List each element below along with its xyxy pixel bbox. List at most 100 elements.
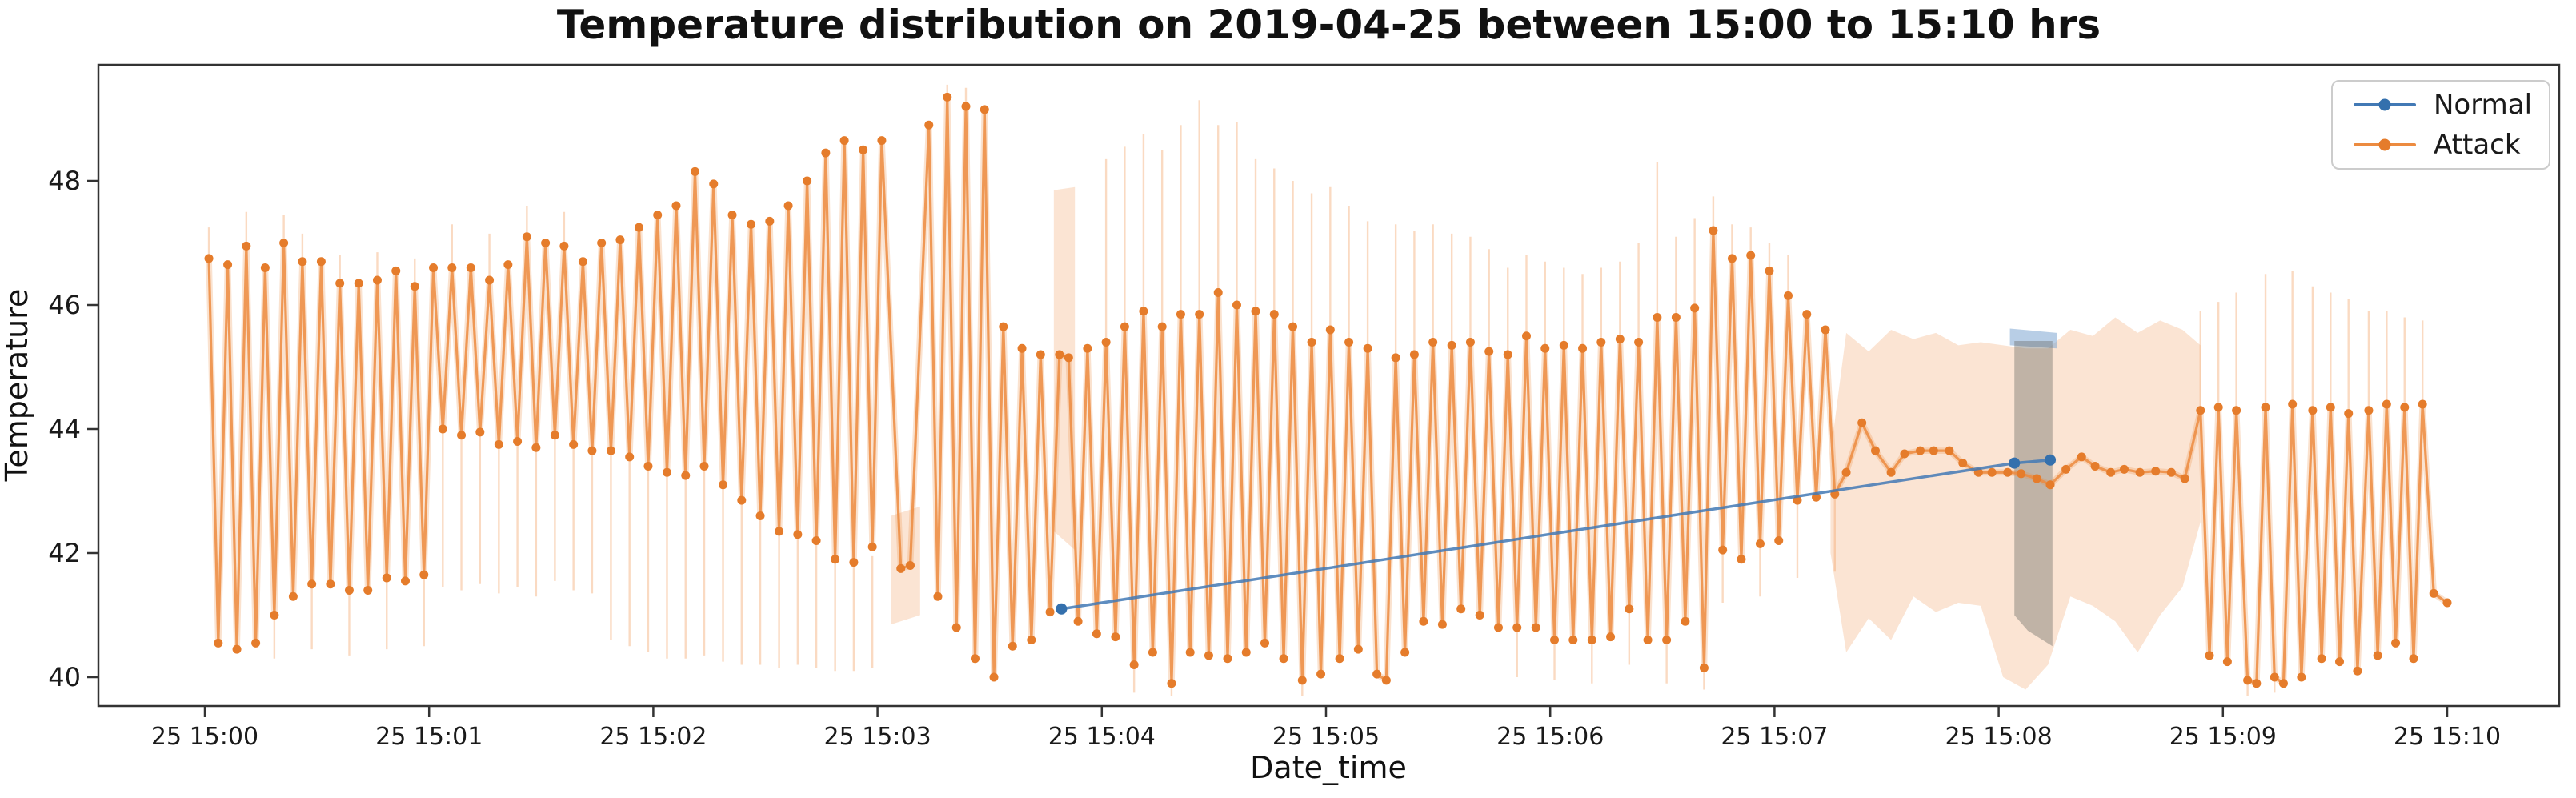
x-tick-label-2: 25 15:02 [599,723,707,751]
attack-point-176 [1886,467,1896,477]
legend-label-normal: Normal [2434,89,2533,121]
attack-point-7 [270,611,279,620]
attack-point-151 [1634,338,1644,347]
attack-point-90 [1064,353,1073,363]
attack-point-147 [1596,338,1606,347]
attack-dot-icon [2378,138,2391,151]
attack-point-152 [1643,636,1653,644]
attack-point-207 [2288,399,2298,409]
attack-point-148 [1606,632,1616,642]
attack-point-3 [232,644,242,654]
attack-point-223 [2442,598,2452,608]
attack-point-104 [1195,310,1204,319]
attack-point-203 [2252,679,2262,688]
attack-point-38 [559,241,569,251]
attack-point-99 [1148,648,1157,657]
attack-series [204,92,2452,688]
attack-point-24 [429,263,439,272]
attack-point-17 [363,586,373,595]
attack-point-89 [1055,350,1064,359]
attack-point-81 [980,105,989,114]
attack-point-105 [1204,651,1213,660]
attack-point-173 [1841,467,1851,477]
normal-series [1056,454,2057,615]
attack-point-34 [522,232,531,242]
attack-point-199 [2213,403,2223,412]
attack-point-6 [260,263,270,272]
attack-point-124 [1381,676,1391,685]
attack-point-54 [709,179,719,189]
attack-point-179 [1929,446,1938,455]
attack-point-51 [681,471,691,480]
attack-point-142 [1550,636,1560,644]
attack-point-112 [1269,310,1279,319]
attack-point-39 [569,439,579,449]
x-tick-label-4: 25 15:04 [1048,723,1156,751]
attack-point-32 [503,260,513,270]
attack-point-65 [811,536,821,545]
normal-point-2 [2045,454,2057,466]
attack-point-97 [1129,660,1139,669]
attack-point-219 [2400,403,2410,412]
attack-point-198 [2205,651,2214,660]
attack-point-22 [410,282,419,291]
attack-point-208 [2297,672,2306,682]
attack-point-9 [288,591,298,601]
range-bars [207,84,2424,696]
attack-point-28 [466,263,475,272]
attack-point-169 [1802,310,1812,319]
y-tick-label-4: 40 [48,662,81,692]
attack-point-121 [1353,644,1363,654]
attack-point-8 [279,239,289,247]
attack-point-139 [1521,331,1531,341]
normal-dot-icon [2378,98,2391,111]
attack-point-76 [933,591,943,601]
attack-point-56 [727,211,737,220]
attack-point-113 [1279,654,1288,664]
attack-point-214 [2353,666,2362,676]
attack-point-119 [1335,654,1344,664]
attack-point-178 [1916,446,1925,455]
attack-point-13 [326,579,335,589]
attack-point-166 [1774,536,1784,545]
attack-point-42 [597,239,607,247]
attack-point-215 [2364,406,2374,415]
attack-point-194 [2151,467,2161,476]
attack-point-117 [1316,669,1326,679]
attack-point-158 [1699,663,1709,672]
chart-title: Temperature distribution on 2019-04-25 b… [556,2,2101,48]
attack-point-196 [2180,474,2189,483]
attack-point-131 [1447,340,1456,350]
attack-point-19 [382,573,391,583]
attack-point-108 [1232,300,1241,310]
attack-point-55 [719,480,728,490]
attack-point-127 [1409,350,1419,359]
attack-point-133 [1465,338,1475,347]
attack-point-43 [606,446,615,455]
attack-point-212 [2335,657,2345,667]
attack-point-83 [999,322,1008,331]
x-tick-label-10: 25 15:10 [2394,723,2501,751]
attack-point-205 [2270,672,2279,682]
attack-point-157 [1690,303,1700,313]
attack-point-161 [1727,254,1737,263]
attack-point-27 [457,431,467,440]
attack-point-69 [849,558,859,567]
x-tick-label-6: 25 15:06 [1496,723,1604,751]
attack-point-135 [1484,347,1494,356]
x-tick-label-7: 25 15:07 [1721,723,1828,751]
attack-point-94 [1101,338,1111,347]
attack-point-180 [1945,446,1954,455]
attack-point-146 [1587,636,1596,644]
attack-point-60 [765,216,775,226]
attack-point-184 [2003,467,2013,477]
attack-point-195 [2166,467,2176,477]
normal-point-1 [2009,457,2021,469]
attack-point-189 [2077,452,2086,462]
attack-point-140 [1531,623,1540,632]
attack-ci-vertical [1053,186,1076,551]
attack-point-125 [1391,353,1400,363]
attack-point-171 [1821,325,1830,335]
attack-point-40 [578,257,587,267]
